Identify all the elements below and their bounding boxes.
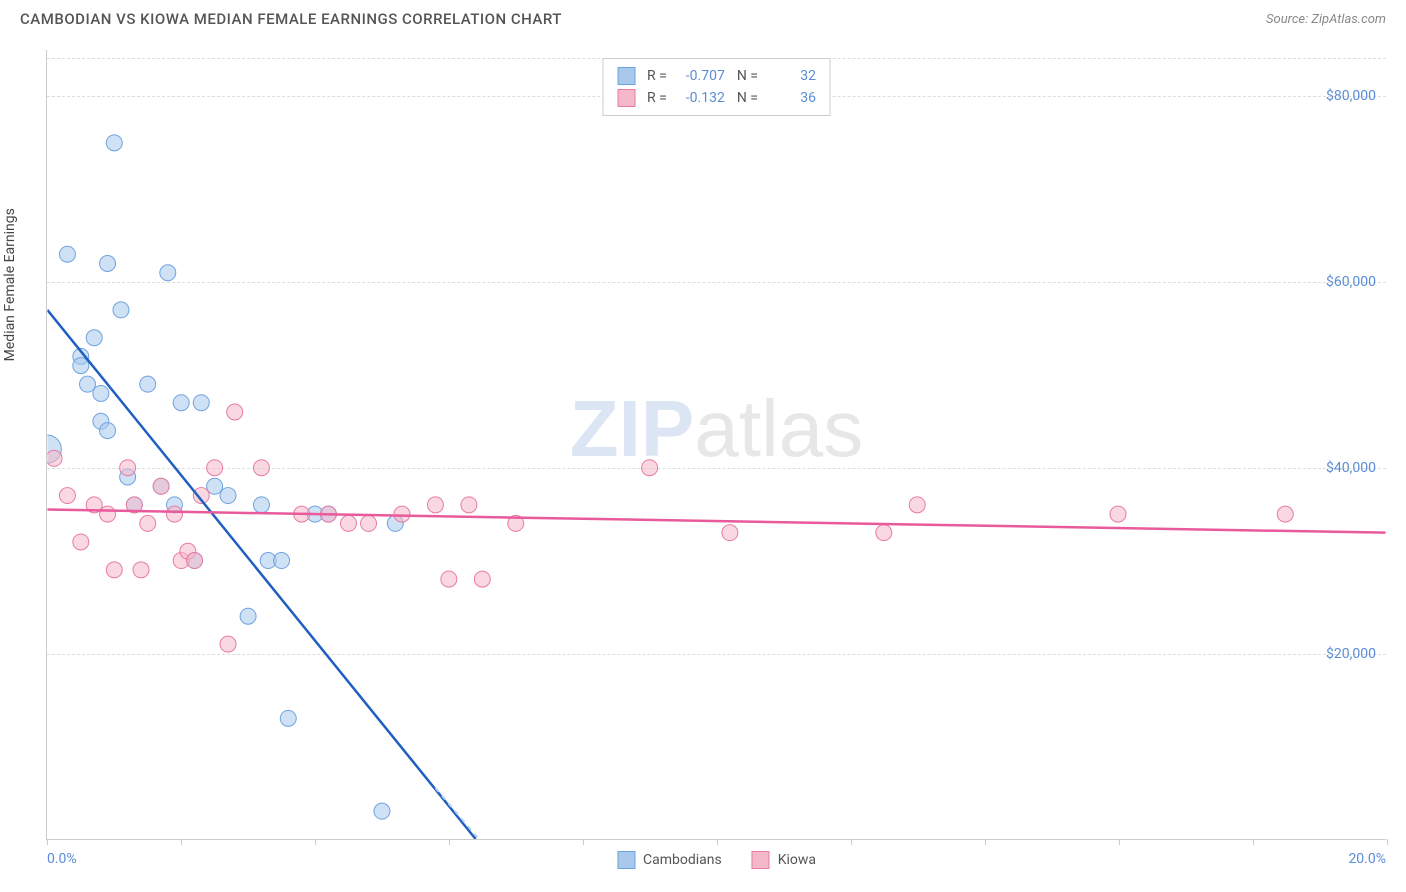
data-point [100,506,116,522]
data-point [59,488,75,504]
data-point [120,460,136,476]
y-axis-label: Median Female Earnings [2,208,18,361]
x-tick [583,839,584,845]
data-point [133,562,149,578]
data-point [642,460,658,476]
legend-swatch-kiowa [617,89,635,107]
legend-stats-row-0: R = -0.707 N = 32 [617,65,816,87]
data-point [427,497,443,513]
legend-n-value-1: 36 [766,90,816,106]
legend-n-label: N = [737,90,758,106]
x-tick [985,839,986,845]
legend-label-kiowa: Kiowa [778,852,816,868]
legend-n-label: N = [737,68,758,84]
data-point [361,515,377,531]
legend-r-value-1: -0.132 [675,90,725,106]
x-tick [1387,839,1388,845]
legend-label-cambodians: Cambodians [643,852,722,868]
data-point [340,515,356,531]
data-point [59,246,75,262]
data-point [80,376,96,392]
data-point [106,135,122,151]
scatter-svg [47,50,1386,839]
data-point [100,256,116,272]
chart-source: Source: ZipAtlas.com [1266,12,1386,27]
legend-swatch-kiowa-icon [752,851,770,869]
legend-swatch-cambodians [617,67,635,85]
legend-r-label: R = [647,90,667,106]
data-point [280,710,296,726]
data-point [253,460,269,476]
data-point [374,803,390,819]
trend-line [47,509,1385,532]
x-tick [47,839,48,845]
data-point [193,395,209,411]
data-point [274,553,290,569]
data-point [140,515,156,531]
legend-item-cambodians: Cambodians [617,851,722,869]
legend-stats-box: R = -0.707 N = 32 R = -0.132 N = 36 [602,58,831,116]
legend-r-label: R = [647,68,667,84]
x-axis-label-min: 0.0% [47,851,77,867]
data-point [227,404,243,420]
x-tick [851,839,852,845]
data-point [166,506,182,522]
data-point [86,330,102,346]
legend-stats-row-1: R = -0.132 N = 36 [617,87,816,109]
data-point [173,395,189,411]
chart-header: CAMBODIAN VS KIOWA MEDIAN FEMALE EARNING… [0,0,1406,33]
x-axis-label-max: 20.0% [1348,851,1386,867]
x-tick [181,839,182,845]
data-point [1277,506,1293,522]
x-tick [717,839,718,845]
data-point [441,571,457,587]
data-point [240,608,256,624]
x-tick [449,839,450,845]
data-point [722,525,738,541]
data-point [106,562,122,578]
legend-item-kiowa: Kiowa [752,851,816,869]
legend-n-value-0: 32 [766,68,816,84]
data-point [160,265,176,281]
data-point [73,534,89,550]
data-point [207,460,223,476]
data-point [100,423,116,439]
data-point [253,497,269,513]
data-point [394,506,410,522]
chart-title: CAMBODIAN VS KIOWA MEDIAN FEMALE EARNING… [20,10,562,28]
data-point [153,478,169,494]
data-point [140,376,156,392]
legend-r-value-0: -0.707 [675,68,725,84]
data-point [1110,506,1126,522]
data-point [474,571,490,587]
data-point [461,497,477,513]
data-point [876,525,892,541]
data-point [220,488,236,504]
data-point [909,497,925,513]
legend-swatch-cambodians-icon [617,851,635,869]
x-tick [1119,839,1120,845]
legend-bottom: Cambodians Kiowa [617,851,816,869]
data-point [187,553,203,569]
data-point [93,385,109,401]
data-point [220,636,236,652]
data-point [113,302,129,318]
x-tick [1253,839,1254,845]
chart-plot-area: ZIPatlas $20,000$40,000$60,000$80,000 R … [46,50,1386,840]
data-point [207,478,223,494]
data-point [47,450,62,466]
x-tick [315,839,316,845]
